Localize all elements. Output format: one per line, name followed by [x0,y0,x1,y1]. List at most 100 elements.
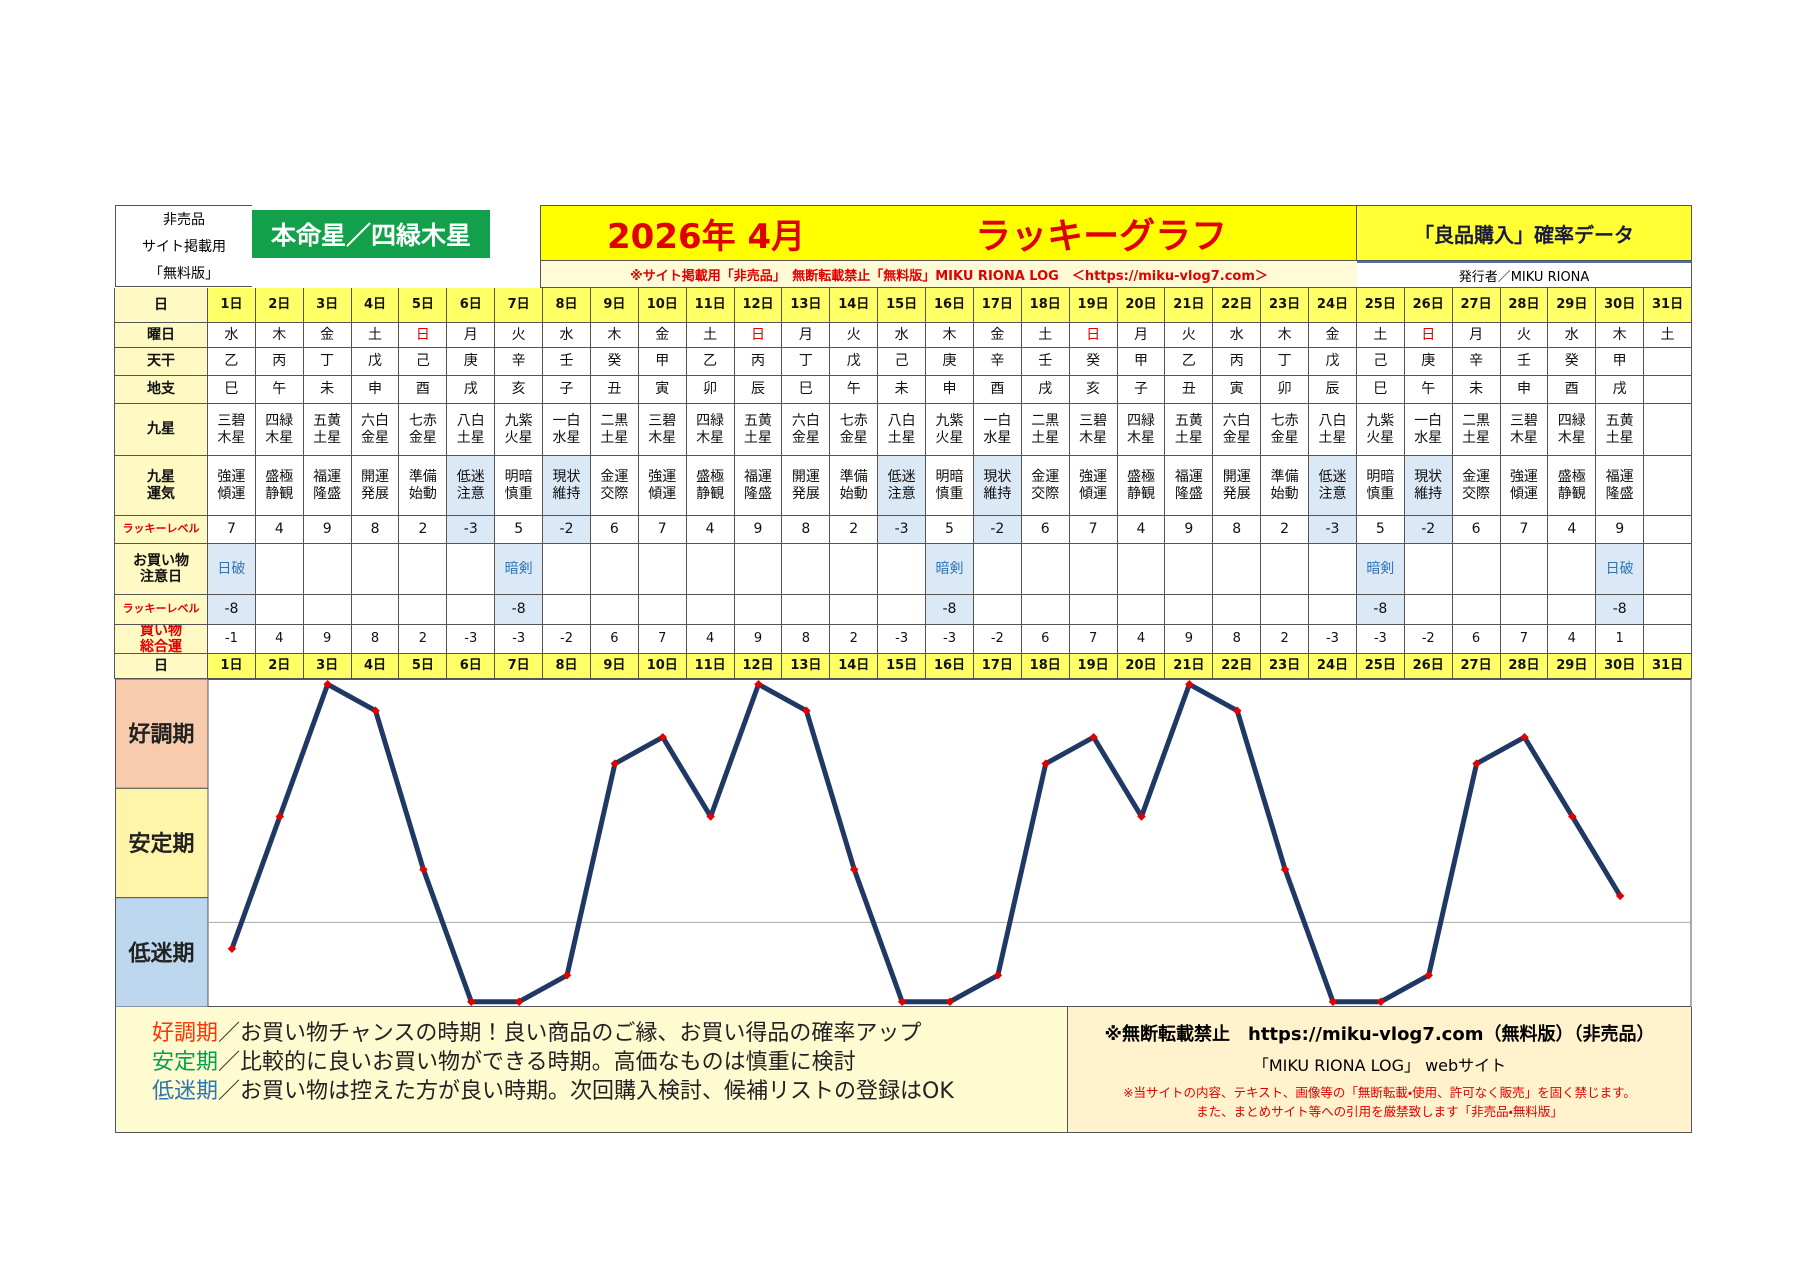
marker [514,997,524,1006]
cell-text: 木 [272,326,287,343]
cell: 癸 [1069,348,1118,376]
cell [782,595,831,625]
day: 8日 [555,296,578,312]
cell-text: 丁 [798,353,813,370]
cell: 準備始動 [1261,456,1310,516]
cell-text: 7 [1519,630,1529,646]
row-label-text: 総合運 [140,639,182,654]
cell [1452,595,1501,625]
cell: 子 [1117,376,1166,404]
cell-text: -3 [943,630,956,646]
cell: 申 [926,376,974,404]
day-cell: 13日 [782,654,831,679]
cell: -3 [447,516,496,544]
cell-text: 現状維持 [983,469,1012,502]
cell-text: 木 [942,326,957,343]
cell-text: 己 [894,353,909,370]
cell-text: 9 [753,521,763,538]
cell: 6 [1021,516,1070,544]
marker [419,865,428,874]
cell [1500,544,1549,595]
cell [1261,544,1310,595]
cell: -2 [543,625,591,654]
cell: -2 [1404,625,1453,654]
left-label: 「無料版」 [149,265,219,282]
row-label: お買い物 注意日 [115,544,208,595]
cell-text: 庚 [463,353,478,370]
day: 27日 [1460,657,1492,673]
cell-text: 木 [607,326,622,343]
day: 7日 [507,657,530,673]
cell-text: 明暗慎重 [935,469,964,502]
cell: -2 [543,516,591,544]
cell: 4 [686,625,735,654]
day: 25日 [1364,657,1396,673]
cell: 7 [1500,625,1549,654]
cell: 戊 [830,348,879,376]
honmei: 本命星／四緑木星 [270,221,471,250]
day: 11日 [694,657,726,673]
cell-text: 酉 [1564,381,1579,398]
cell: 2 [399,516,448,544]
cell: 六白金星 [782,404,831,456]
cell: 2 [830,516,879,544]
cell: 6 [1452,625,1501,654]
cell: 準備始動 [399,456,448,516]
cell: 火 [830,323,879,348]
cell: 甲 [638,348,687,376]
cell: 酉 [399,376,448,404]
day: 19日 [1077,296,1109,312]
legend-item: 低迷期／お買い物は控えた方が良い時期。次回購入検討、候補リストの登録はOK [152,1077,1067,1106]
cell: 金運交際 [590,456,639,516]
cell-text: 癸 [607,353,622,370]
cell: 戊 [1309,348,1357,376]
cell: 開運発展 [1213,456,1262,516]
day: 30日 [1604,657,1636,673]
cell: 庚 [926,348,974,376]
cell-text: 壬 [1038,353,1053,370]
cell-text: 二黒土星 [600,413,629,446]
day: 1日 [220,657,243,673]
cell-text: 六白金星 [791,413,820,446]
day-cell: 19日 [1069,288,1118,323]
cell [830,595,879,625]
day: 4日 [364,296,387,312]
marker [323,680,332,689]
cell [686,544,735,595]
cell [878,544,927,595]
cell-text: 暗剣 [504,560,533,577]
day: 9日 [603,657,626,673]
cell: -8 [495,595,544,625]
cell: 金運交際 [1452,456,1501,516]
cell: 準備始動 [830,456,879,516]
cell [1500,595,1549,625]
plot-frame [207,679,1692,1007]
cell: 八白土星 [1309,404,1357,456]
cell: 五黄土星 [1165,404,1214,456]
row-label-text: お買い物 [133,552,189,569]
row-label: 天干 [115,348,208,376]
zone [115,787,209,899]
cell-text: 強運傾運 [648,469,677,502]
day: 4日 [364,657,387,673]
cell-text: 丙 [272,353,287,370]
cell-text: 日 [1421,326,1436,343]
cell: 丑 [1165,376,1214,404]
cell-text: 四緑木星 [1126,413,1155,446]
cell-text: 火 [1181,326,1196,343]
cell: 壬 [543,348,591,376]
cell-text: 木 [1612,326,1627,343]
cell-text: 土 [1660,326,1675,343]
cell [1021,544,1070,595]
cell-text: 7 [1088,521,1098,538]
cell: 未 [303,376,352,404]
cell: 盛極静観 [1117,456,1166,516]
cell-text: 金運交際 [600,469,629,502]
cell-text: 四緑木星 [1557,413,1586,446]
day-cell: 19日 [1069,654,1118,679]
day-cell: 23日 [1261,288,1310,323]
cell [303,544,352,595]
cell-text: 8 [801,521,811,538]
day: 5日 [411,657,434,673]
row-label: 買い物 総合運 [115,625,208,654]
